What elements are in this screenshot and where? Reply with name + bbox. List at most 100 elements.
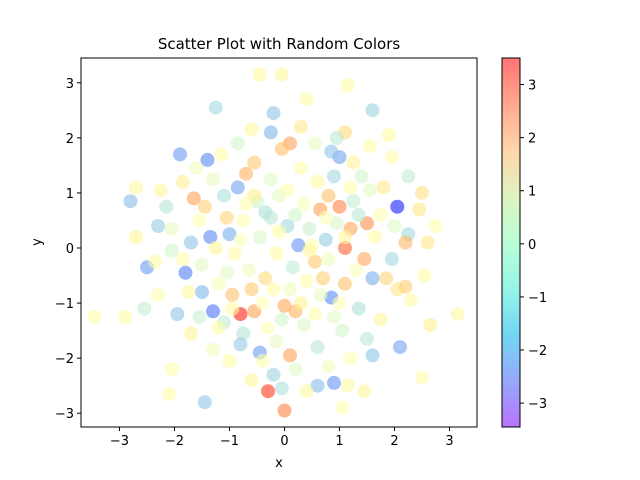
scatter-point <box>299 92 314 107</box>
scatter-point <box>387 219 402 233</box>
x-tick-label: 0 <box>280 434 288 449</box>
scatter-point <box>321 188 336 203</box>
scatter-point <box>255 296 270 311</box>
scatter-point <box>178 265 193 280</box>
scatter-point <box>164 243 179 258</box>
scatter-point <box>335 323 350 338</box>
scatter-point <box>327 309 341 324</box>
scatter-point <box>343 351 358 366</box>
scatter-point <box>332 199 347 214</box>
scatter-point <box>288 362 303 377</box>
scatter-point <box>351 208 366 222</box>
scatter-point <box>230 180 245 195</box>
scatter-point <box>310 378 325 393</box>
scatter-point <box>228 246 242 261</box>
scatter-point <box>296 196 311 211</box>
scatter-point <box>129 180 143 195</box>
scatter-point <box>118 309 132 324</box>
scatter-point <box>398 279 413 294</box>
scatter-point <box>217 188 231 203</box>
scatter-point <box>346 155 361 170</box>
scatter-point <box>219 265 234 280</box>
colorbar-tick-label: −2 <box>528 344 547 359</box>
scatter-point <box>255 353 270 368</box>
scatter-point <box>357 384 372 399</box>
scatter-point <box>384 252 399 266</box>
scatter-point <box>365 271 380 286</box>
scatter-point <box>283 348 297 363</box>
scatter-point <box>274 141 289 156</box>
scatter-point <box>310 174 325 189</box>
scatter-point <box>233 232 248 247</box>
colorbar-tick-label: −1 <box>528 291 547 306</box>
colorbar-ticks: −3 −2 −1 0 1 2 3 <box>520 79 547 412</box>
scatter-point <box>236 213 251 228</box>
scatter-point <box>206 342 220 357</box>
scatter-point <box>233 337 248 352</box>
scatter-point <box>332 296 347 311</box>
colorbar-tick-label: 3 <box>528 79 536 94</box>
scatter-point <box>258 271 273 286</box>
scatter-point <box>230 136 245 151</box>
scatter-point <box>252 230 267 244</box>
scatter-point <box>272 188 286 203</box>
scatter-point <box>225 287 240 302</box>
scatter-point <box>316 271 330 286</box>
scatter-point <box>294 161 308 176</box>
chart-title: Scatter Plot with Random Colors <box>158 35 401 53</box>
colorbar-tick-label: 1 <box>528 185 536 200</box>
scatter-point <box>184 326 198 341</box>
scatter-point <box>450 307 465 322</box>
colorbar-frame <box>501 57 521 428</box>
scatter-point <box>236 326 251 341</box>
scatter-point <box>283 282 297 297</box>
scatter-point <box>338 276 352 291</box>
scatter-point <box>318 210 333 225</box>
scatter-point <box>310 340 325 355</box>
scatter-point <box>393 340 407 355</box>
scatter-point <box>244 122 259 137</box>
x-axis: −3 −2 −1 0 1 2 3 <box>110 427 454 449</box>
scatter-point <box>87 309 102 324</box>
scatter-point <box>365 103 380 118</box>
x-tick-label: 1 <box>335 434 343 449</box>
scatter-point <box>335 400 350 415</box>
scatter-point <box>181 285 196 300</box>
scatter-point <box>272 224 286 239</box>
scatter-point <box>258 205 273 220</box>
scatter-point <box>151 287 165 302</box>
scatter-point <box>239 196 253 211</box>
scatter-point <box>398 235 413 250</box>
scatter-point <box>307 307 322 322</box>
scatter-point <box>148 254 163 269</box>
scatter-point <box>299 384 314 399</box>
scatter-point <box>274 381 289 396</box>
scatter-point <box>239 166 253 181</box>
colorbar-tick-label: −3 <box>528 397 547 412</box>
scatter-point <box>186 191 201 206</box>
scatter-point <box>321 359 336 374</box>
scatter-point <box>379 271 394 286</box>
scatter-point <box>208 241 223 255</box>
scatter-point <box>351 301 366 316</box>
scatter-point <box>338 230 352 244</box>
scatter-point <box>382 128 396 143</box>
scatter-point <box>247 155 262 170</box>
scatter-point <box>219 210 234 225</box>
scatter-point <box>261 320 275 335</box>
scatter-point <box>368 230 383 244</box>
scatter-point <box>208 100 223 115</box>
scatter-point <box>206 304 220 319</box>
colorbar-tick-label: 2 <box>528 132 536 147</box>
scatter-point <box>428 219 443 233</box>
scatter-point <box>266 367 281 382</box>
scatter-point <box>274 67 289 82</box>
scatter-point <box>360 331 374 346</box>
scatter-point <box>307 254 322 269</box>
scatter-point <box>327 375 341 390</box>
x-tick-label: 3 <box>445 434 453 449</box>
scatter-point <box>362 139 377 154</box>
scatter-point <box>244 282 259 297</box>
scatter-point <box>277 298 292 313</box>
scatter-point <box>376 180 391 195</box>
